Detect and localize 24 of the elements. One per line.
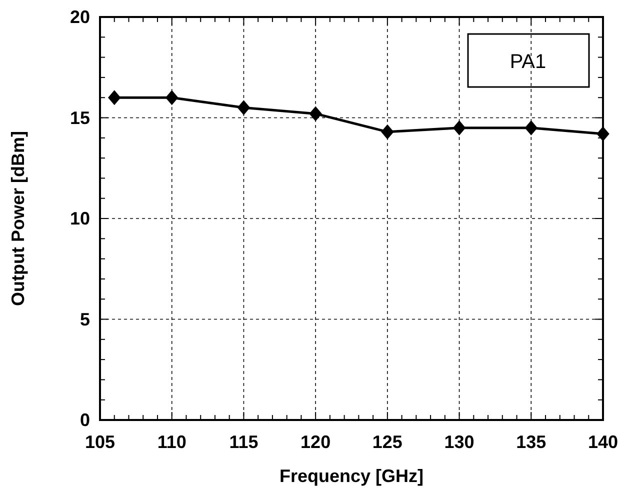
y-tick-label: 20 bbox=[70, 7, 90, 27]
y-tick-label: 0 bbox=[80, 410, 90, 430]
x-tick-label: 125 bbox=[372, 432, 402, 452]
x-tick-label: 130 bbox=[444, 432, 474, 452]
point bbox=[165, 90, 178, 106]
point bbox=[596, 126, 610, 142]
point bbox=[452, 120, 466, 136]
point bbox=[108, 90, 121, 106]
point bbox=[309, 106, 322, 122]
x-tick-label: 110 bbox=[157, 432, 186, 452]
y-axis-title: Output Power [dBm] bbox=[8, 131, 28, 306]
y-tick-label: 5 bbox=[80, 309, 90, 330]
point bbox=[237, 100, 250, 116]
x-tick-label: 105 bbox=[84, 432, 116, 452]
point bbox=[381, 124, 394, 140]
y-tick-label: 10 bbox=[70, 208, 90, 228]
annotation: PA1 bbox=[510, 51, 546, 73]
point bbox=[524, 120, 538, 136]
x-tick-label: 135 bbox=[516, 432, 546, 452]
x-tick-label: 115 bbox=[229, 432, 258, 452]
x-axis-title: Frequency [GHz] bbox=[279, 466, 424, 486]
x-tick-label: 120 bbox=[300, 432, 331, 452]
x-tick-label: 140 bbox=[588, 432, 618, 452]
y-tick-label: 15 bbox=[70, 108, 90, 128]
